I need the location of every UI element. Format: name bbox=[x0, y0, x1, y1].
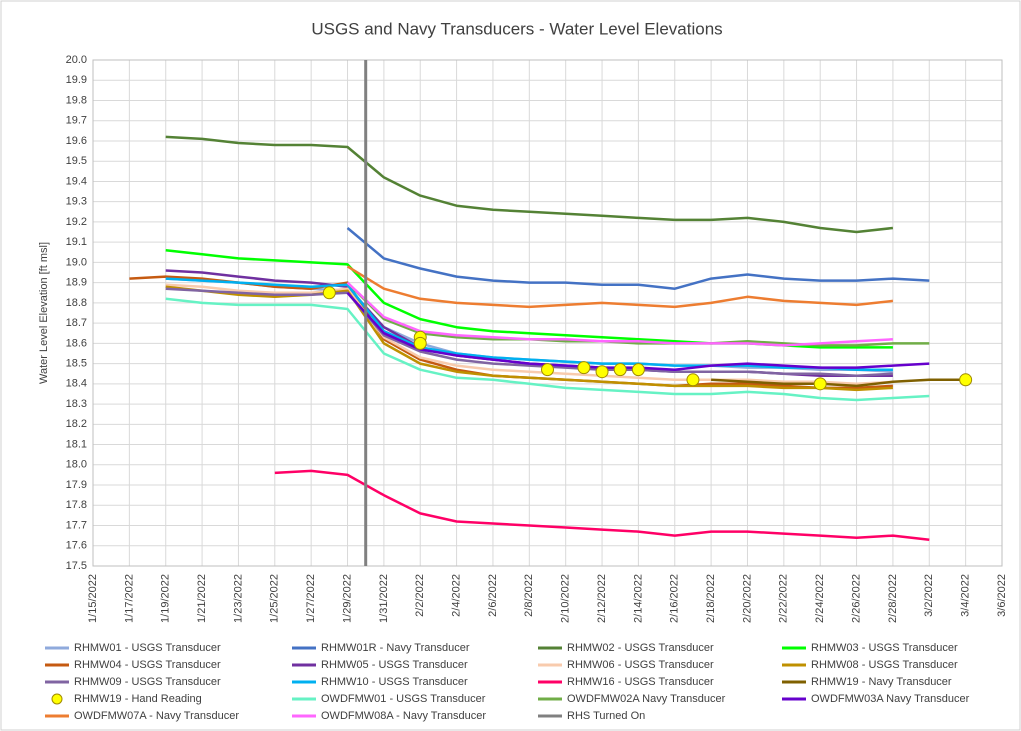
legend-swatch bbox=[51, 693, 63, 705]
chart-title: USGS and Navy Transducers - Water Level … bbox=[311, 19, 722, 38]
y-tick-label: 17.8 bbox=[66, 499, 87, 511]
y-tick-label: 18.3 bbox=[66, 398, 87, 410]
legend-label: RHMW05 - USGS Transducer bbox=[321, 659, 468, 671]
hand-reading bbox=[322, 286, 336, 300]
y-tick-label: 18.5 bbox=[66, 358, 87, 370]
x-tick-label: 1/29/2022 bbox=[341, 574, 353, 623]
hand-reading bbox=[631, 363, 645, 377]
x-tick-label: 3/6/2022 bbox=[996, 574, 1008, 617]
legend-label: OWDFMW01 - USGS Transducer bbox=[321, 693, 486, 705]
y-tick-label: 20.0 bbox=[66, 54, 87, 66]
x-tick-label: 1/25/2022 bbox=[269, 574, 281, 623]
legend-label: RHMW02 - USGS Transducer bbox=[567, 642, 714, 654]
x-tick-label: 1/21/2022 bbox=[196, 574, 208, 623]
y-tick-label: 19.5 bbox=[66, 155, 87, 167]
x-tick-label: 1/23/2022 bbox=[232, 574, 244, 623]
hand-reading bbox=[413, 336, 427, 350]
x-tick-label: 2/28/2022 bbox=[887, 574, 899, 623]
y-tick-label: 19.1 bbox=[66, 236, 87, 248]
x-tick-label: 2/6/2022 bbox=[487, 574, 499, 617]
y-axis-label: Water Level Elevation [ft msl] bbox=[38, 242, 50, 384]
x-tick-label: 1/15/2022 bbox=[87, 574, 99, 623]
y-tick-label: 17.7 bbox=[66, 519, 87, 531]
legend-label: OWDFMW08A - Navy Transducer bbox=[321, 710, 486, 722]
x-tick-label: 3/4/2022 bbox=[960, 574, 972, 617]
series-line bbox=[165, 297, 930, 402]
plot-border bbox=[92, 59, 1003, 567]
legend-label: RHMW03 - USGS Transducer bbox=[811, 642, 958, 654]
hand-reading bbox=[595, 365, 609, 379]
series-line bbox=[165, 135, 894, 234]
x-tick-label: 2/24/2022 bbox=[814, 574, 826, 623]
x-tick-label: 2/18/2022 bbox=[705, 574, 717, 623]
series-line bbox=[346, 265, 894, 309]
y-tick-label: 19.2 bbox=[66, 216, 87, 228]
y-tick-label: 18.1 bbox=[66, 438, 87, 450]
legend-label: OWDFMW07A - Navy Transducer bbox=[74, 710, 239, 722]
x-tick-label: 2/26/2022 bbox=[850, 574, 862, 623]
legend-label: RHMW09 - USGS Transducer bbox=[74, 676, 221, 688]
y-tick-label: 18.9 bbox=[66, 277, 87, 289]
x-tick-label: 2/8/2022 bbox=[523, 574, 535, 617]
legend-label: RHMW01R - Navy Transducer bbox=[321, 642, 470, 654]
series-line bbox=[711, 378, 966, 388]
x-tick-label: 2/16/2022 bbox=[669, 574, 681, 623]
series-line bbox=[165, 285, 893, 392]
x-tick-label: 1/27/2022 bbox=[305, 574, 317, 623]
legend-label: RHMW16 - USGS Transducer bbox=[567, 676, 714, 688]
legend-label: OWDFMW02A Navy Transducer bbox=[567, 693, 726, 705]
legend-label: RHMW19 - Navy Transducer bbox=[811, 676, 952, 688]
x-tick-label: 2/2/2022 bbox=[414, 574, 426, 617]
hand-reading bbox=[959, 373, 973, 387]
legend-label: RHMW10 - USGS Transducer bbox=[321, 676, 468, 688]
y-tick-label: 19.7 bbox=[66, 115, 87, 127]
y-tick-label: 18.7 bbox=[66, 317, 87, 329]
y-tick-label: 19.9 bbox=[66, 74, 87, 86]
legend-label: OWDFMW03A Navy Transducer bbox=[811, 693, 970, 705]
hand-reading bbox=[577, 361, 591, 375]
series-line bbox=[346, 227, 930, 290]
y-tick-label: 19.3 bbox=[66, 196, 87, 208]
hand-reading bbox=[541, 363, 554, 377]
y-tick-label: 18.4 bbox=[66, 378, 87, 390]
x-tick-label: 2/22/2022 bbox=[778, 574, 790, 623]
series-line bbox=[165, 287, 893, 377]
series-line bbox=[346, 281, 930, 347]
y-tick-label: 18.2 bbox=[66, 418, 87, 430]
x-tick-label: 2/4/2022 bbox=[451, 574, 463, 617]
x-tick-label: 3/2/2022 bbox=[923, 574, 935, 617]
y-tick-label: 17.6 bbox=[66, 540, 87, 552]
legend-label: RHMW06 - USGS Transducer bbox=[567, 659, 714, 671]
x-tick-label: 2/10/2022 bbox=[560, 574, 572, 623]
legend-label: RHMW01 - USGS Transducer bbox=[74, 642, 221, 654]
y-tick-label: 19.4 bbox=[66, 175, 87, 187]
legend-label: RHS Turned On bbox=[567, 710, 645, 722]
x-tick-label: 2/12/2022 bbox=[596, 574, 608, 623]
series-line bbox=[346, 281, 893, 347]
series-line bbox=[274, 469, 930, 541]
x-tick-label: 1/19/2022 bbox=[160, 574, 172, 623]
legend-label: RHMW04 - USGS Transducer bbox=[74, 659, 221, 671]
x-tick-label: 2/14/2022 bbox=[632, 574, 644, 623]
y-tick-label: 17.5 bbox=[66, 560, 87, 572]
series-line bbox=[165, 283, 893, 386]
legend-label: RHMW08 - USGS Transducer bbox=[811, 659, 958, 671]
y-tick-label: 18.8 bbox=[66, 297, 87, 309]
x-tick-label: 1/17/2022 bbox=[123, 574, 135, 623]
hand-reading bbox=[613, 363, 627, 377]
y-tick-label: 19.8 bbox=[66, 94, 87, 106]
legend-label: RHMW19 - Hand Reading bbox=[74, 693, 202, 705]
y-tick-label: 19.0 bbox=[66, 256, 87, 268]
hand-reading bbox=[686, 373, 700, 387]
y-tick-label: 17.9 bbox=[66, 479, 87, 491]
series-line bbox=[165, 277, 893, 371]
x-tick-label: 1/31/2022 bbox=[378, 574, 390, 623]
y-tick-label: 18.6 bbox=[66, 337, 87, 349]
hand-reading bbox=[813, 377, 827, 391]
x-tick-label: 2/20/2022 bbox=[741, 574, 753, 623]
y-tick-label: 18.0 bbox=[66, 459, 87, 471]
y-tick-label: 19.6 bbox=[66, 135, 87, 147]
